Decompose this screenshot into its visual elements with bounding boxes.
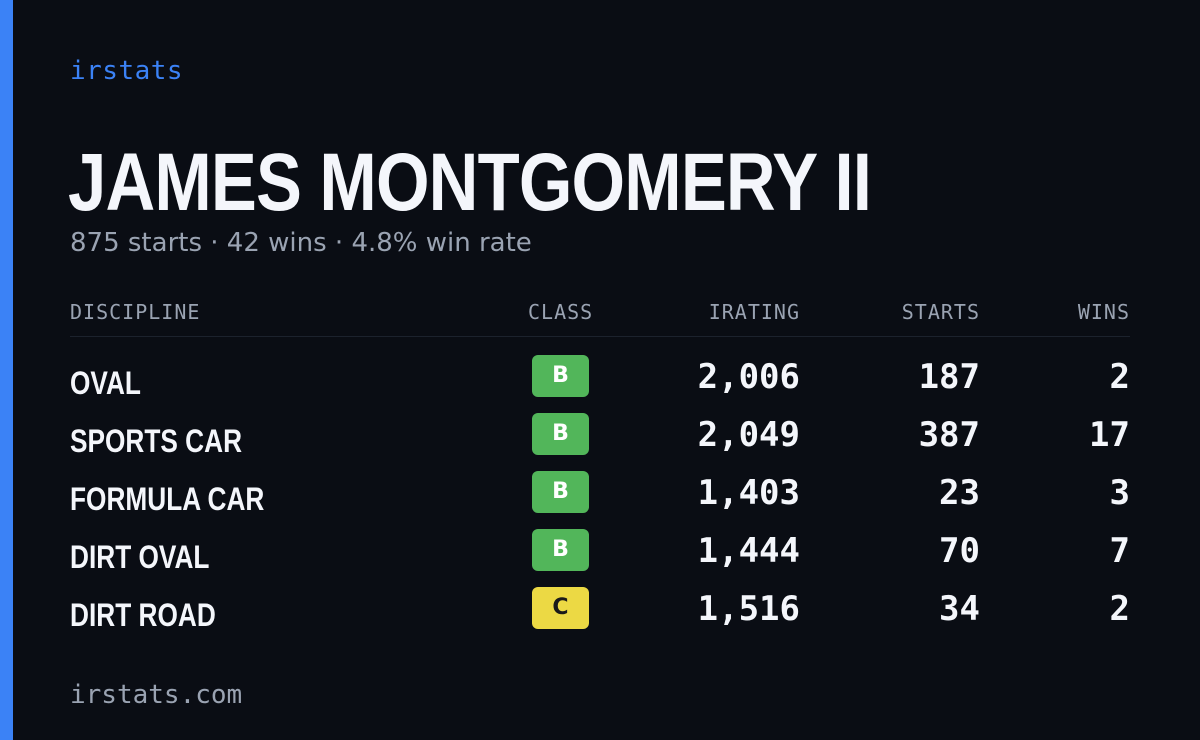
table-row: DIRT ROAD C 1,516 34 2 [70,585,1130,643]
class-badge: B [532,413,589,455]
brand-logo: irstats [70,56,184,86]
starts-value: 70 [939,531,980,571]
wins-value: 3 [1109,473,1130,513]
class-badge: C [532,587,589,629]
starts-value: 34 [939,589,980,629]
table-row: SPORTS CAR B 2,049 387 17 [70,411,1130,469]
driver-name: JAMES MONTGOMERY II [68,137,872,228]
irating-value: 1,444 [697,531,800,571]
irating-value: 1,516 [697,589,800,629]
wins-value: 17 [1089,415,1130,455]
header-discipline: DISCIPLINE [70,300,201,324]
stats-table: DISCIPLINE CLASS IRATING STARTS WINS OVA… [70,296,1130,643]
table-header: DISCIPLINE CLASS IRATING STARTS WINS [70,296,1130,337]
discipline-name: SPORTS CAR [70,423,243,459]
table-body: OVAL B 2,006 187 2 SPORTS CAR B 2,049 38… [70,337,1130,643]
header-wins: WINS [1077,300,1130,324]
accent-bar [0,0,13,740]
class-badge: B [532,471,589,513]
discipline-name: OVAL [70,365,141,401]
wins-value: 2 [1109,589,1130,629]
table-row: DIRT OVAL B 1,444 70 7 [70,527,1130,585]
starts-value: 23 [939,473,980,513]
starts-value: 387 [918,415,980,455]
wins-value: 2 [1109,357,1130,397]
footer-url[interactable]: irstats.com [70,680,243,710]
wins-value: 7 [1109,531,1130,571]
table-row: OVAL B 2,006 187 2 [70,353,1130,411]
discipline-name: DIRT ROAD [70,597,216,633]
class-badge: B [532,529,589,571]
header-class: CLASS [528,300,594,324]
irating-value: 1,403 [697,473,800,513]
discipline-name: DIRT OVAL [70,539,210,575]
discipline-name: FORMULA CAR [70,481,265,517]
header-irating: IRATING [708,300,800,324]
starts-value: 187 [918,357,980,397]
irating-value: 2,006 [697,357,800,397]
table-row: FORMULA CAR B 1,403 23 3 [70,469,1130,527]
header-starts: STARTS [901,300,980,324]
class-badge: B [532,355,589,397]
driver-summary: 875 starts · 42 wins · 4.8% win rate [70,228,532,258]
irating-value: 2,049 [697,415,800,455]
